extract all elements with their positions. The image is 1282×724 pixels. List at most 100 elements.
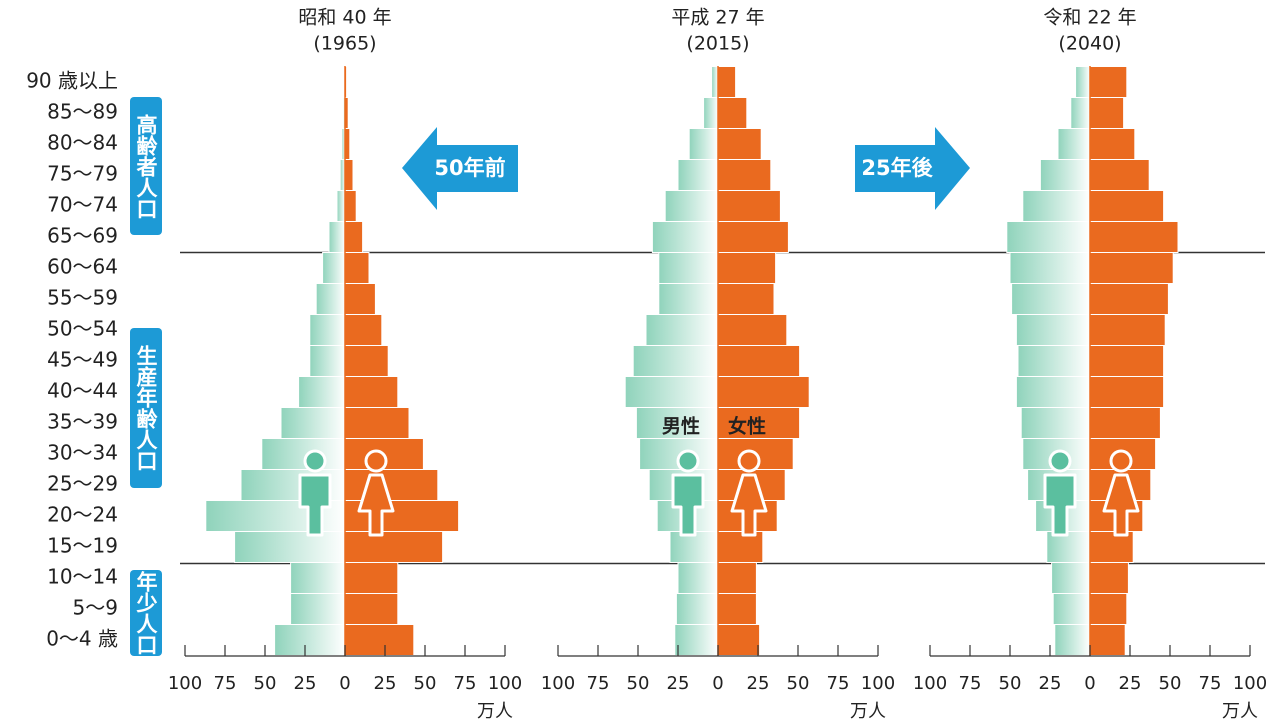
y-tick-label: 60〜64 bbox=[47, 255, 118, 279]
x-tick-label: 75 bbox=[454, 673, 477, 694]
bar-female bbox=[344, 562, 399, 594]
x-tick-label: 50 bbox=[999, 673, 1022, 694]
bar-male bbox=[674, 624, 719, 656]
bar-male bbox=[675, 593, 719, 625]
x-tick-label: 25 bbox=[667, 673, 690, 694]
y-tick-label: 35〜39 bbox=[47, 410, 118, 434]
bar-male bbox=[645, 314, 719, 346]
bar-male bbox=[664, 190, 719, 222]
person-icon bbox=[1043, 449, 1077, 537]
x-tick-label: 75 bbox=[214, 673, 237, 694]
bar-female bbox=[1089, 345, 1165, 377]
bar-male bbox=[1051, 562, 1091, 594]
bar-male bbox=[290, 593, 346, 625]
icon-head bbox=[1048, 449, 1072, 473]
x-tick-label: 50 bbox=[627, 673, 650, 694]
y-tick-label: 30〜34 bbox=[47, 441, 118, 465]
bar-female bbox=[1089, 128, 1136, 160]
bar-female bbox=[717, 128, 762, 160]
y-tick-label: 25〜29 bbox=[47, 472, 118, 496]
bar-male bbox=[1006, 221, 1091, 253]
bar-male bbox=[658, 283, 719, 315]
arrow-right: 25年後 bbox=[855, 127, 970, 210]
bar-female bbox=[717, 66, 737, 98]
person-icon bbox=[1102, 449, 1140, 537]
bar-male bbox=[688, 128, 719, 160]
bar-female bbox=[717, 376, 810, 408]
age-group-label: 生産年齢人口 bbox=[130, 328, 162, 488]
bar-male bbox=[703, 97, 719, 129]
bar-male bbox=[309, 345, 346, 377]
x-tick-label: 100 bbox=[913, 673, 947, 694]
bar-male bbox=[309, 314, 346, 346]
icon-body bbox=[357, 473, 395, 537]
x-tick-label: 75 bbox=[1199, 673, 1222, 694]
y-tick-label: 55〜59 bbox=[47, 286, 118, 310]
bar-male bbox=[635, 407, 719, 439]
arrow-left: 50年前 bbox=[402, 127, 518, 210]
x-tick-label: 100 bbox=[1233, 673, 1267, 694]
x-tick-label: 0 bbox=[1084, 673, 1095, 694]
bar-female bbox=[344, 221, 364, 253]
bar-male bbox=[261, 438, 346, 470]
bar-female bbox=[1089, 376, 1165, 408]
bar-male bbox=[1015, 376, 1091, 408]
bar-female bbox=[717, 159, 772, 191]
x-tick-label: 100 bbox=[488, 673, 522, 694]
icon-body bbox=[671, 473, 705, 537]
bar-male bbox=[1020, 407, 1091, 439]
bar-male bbox=[1009, 252, 1091, 284]
y-tick-label: 5〜9 bbox=[73, 596, 118, 620]
bar-male bbox=[711, 66, 719, 98]
y-tick-label: 15〜19 bbox=[47, 534, 118, 558]
person-icon bbox=[357, 449, 395, 537]
bar-female bbox=[344, 407, 410, 439]
bar-male bbox=[234, 531, 346, 563]
bar-female bbox=[717, 345, 801, 377]
bar-female bbox=[1089, 624, 1126, 656]
bar-female bbox=[717, 531, 764, 563]
x-tick-label: 50 bbox=[787, 673, 810, 694]
annotation: 50年前 bbox=[434, 156, 505, 180]
age-group-label: 高齢者人口 bbox=[130, 97, 162, 235]
chart-title: 平成 27 年 bbox=[671, 7, 764, 29]
x-tick-label: 100 bbox=[861, 673, 895, 694]
x-tick-label: 75 bbox=[587, 673, 610, 694]
chart-subtitle: (2040) bbox=[1058, 33, 1121, 55]
y-tick-label: 75〜79 bbox=[47, 162, 118, 186]
y-tick-label: 45〜49 bbox=[47, 348, 118, 372]
chart-title: 令和 22 年 bbox=[1043, 7, 1136, 29]
bar-male bbox=[624, 376, 719, 408]
bar-female bbox=[1089, 221, 1179, 253]
x-axis-unit: 万人 bbox=[850, 701, 886, 722]
bar-male bbox=[1075, 66, 1091, 98]
bar-male bbox=[328, 221, 346, 253]
bar-female bbox=[1089, 252, 1174, 284]
bar-female bbox=[344, 624, 415, 656]
person-icon bbox=[671, 449, 705, 537]
bar-male bbox=[632, 345, 719, 377]
bar-female bbox=[717, 252, 777, 284]
bar-male bbox=[1015, 314, 1091, 346]
y-tick-label: 90 歳以上 bbox=[26, 69, 118, 93]
person-icon bbox=[730, 449, 768, 537]
bar-female bbox=[344, 593, 399, 625]
y-tick-label: 10〜14 bbox=[47, 565, 118, 589]
bar-female bbox=[344, 283, 376, 315]
x-tick-label: 25 bbox=[1039, 673, 1062, 694]
bar-female bbox=[1089, 531, 1134, 563]
bar-female bbox=[1089, 407, 1161, 439]
bar-female bbox=[1089, 97, 1125, 129]
bar-male bbox=[1052, 593, 1091, 625]
bar-female bbox=[717, 97, 748, 129]
bar-male bbox=[658, 252, 719, 284]
bar-female bbox=[717, 593, 757, 625]
icon-body bbox=[730, 473, 768, 537]
x-axis-unit: 万人 bbox=[1222, 701, 1258, 722]
age-group-label: 年少人口 bbox=[130, 570, 162, 656]
y-tick-label: 40〜44 bbox=[47, 379, 118, 403]
bar-male bbox=[298, 376, 346, 408]
bar-male bbox=[1022, 190, 1091, 222]
bar-female bbox=[1089, 159, 1150, 191]
